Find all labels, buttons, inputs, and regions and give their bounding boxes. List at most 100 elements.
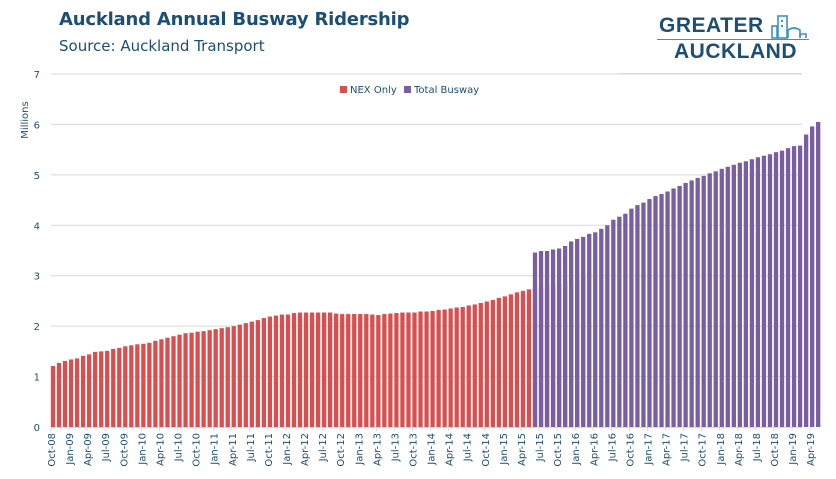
bar-nex-only	[153, 340, 158, 427]
x-tick-label: Jul-18	[752, 433, 763, 462]
bar-nex-only	[141, 343, 146, 427]
x-tick-label: Jan-09	[65, 433, 76, 466]
x-tick-label: Jul-16	[607, 433, 618, 462]
x-tick-label: Oct-12	[336, 433, 347, 467]
bar-total-busway	[755, 157, 761, 427]
logo-line2: AUCKLAND	[674, 40, 797, 63]
bar-nex-only	[237, 324, 242, 427]
bar-total-busway	[725, 166, 730, 427]
x-tick-label: Apr-13	[372, 433, 383, 466]
bar-nex-only	[466, 305, 471, 427]
bar-nex-only	[303, 312, 309, 427]
bar-total-busway	[569, 241, 574, 427]
bar-nex-only	[285, 314, 291, 427]
legend-label-nex-only: NEX Only	[350, 85, 397, 96]
bar-total-busway	[743, 161, 749, 427]
bar-total-busway	[575, 238, 580, 427]
x-tick-label: Oct-14	[481, 433, 492, 467]
x-tick-label: Jul-15	[535, 433, 546, 462]
bar-total-busway	[581, 236, 586, 427]
bar-total-busway	[810, 126, 815, 428]
bar-nex-only	[273, 315, 279, 427]
y-axis-label: Millions	[20, 101, 31, 138]
x-tick-label: Jan-10	[137, 433, 148, 466]
bar-nex-only	[297, 312, 303, 427]
bar-nex-only	[255, 320, 260, 427]
bar-total-busway	[797, 145, 803, 427]
x-tick-label: Oct-08	[47, 433, 58, 467]
bar-nex-only	[508, 294, 514, 427]
bar-total-busway	[683, 182, 688, 427]
x-tick-label: Apr-17	[662, 433, 673, 466]
bar-nex-only	[448, 308, 453, 427]
bar-nex-only	[454, 307, 459, 427]
bar-total-busway	[677, 185, 682, 427]
series-total-busway	[532, 121, 821, 428]
bar-nex-only	[99, 351, 104, 427]
bar-total-busway	[562, 245, 568, 427]
x-tick-label: Apr-19	[806, 433, 817, 466]
bar-nex-only	[436, 310, 441, 427]
bar-nex-only	[406, 312, 411, 427]
x-tick-label: Jul-13	[390, 433, 401, 462]
bar-total-busway	[532, 252, 538, 427]
bar-nex-only	[171, 336, 176, 427]
city-skyline-icon	[771, 15, 807, 39]
x-tick-label: Jan-12	[282, 433, 293, 466]
bar-total-busway	[695, 177, 700, 427]
bar-total-busway	[767, 154, 773, 427]
greater-auckland-logo: GREATER AUCKLAND	[657, 14, 817, 66]
bar-nex-only	[243, 323, 248, 427]
bar-nex-only	[430, 311, 435, 427]
x-tick-label: Apr-18	[734, 433, 745, 466]
bar-nex-only	[376, 315, 381, 427]
y-tick-label: 0	[34, 423, 40, 434]
bar-total-busway	[791, 146, 797, 427]
x-tick-label: Apr-09	[83, 433, 94, 466]
bar-total-busway	[617, 216, 622, 427]
bar-total-busway	[647, 199, 652, 427]
bar-nex-only	[340, 314, 345, 427]
bar-nex-only	[129, 345, 134, 427]
bar-total-busway	[635, 205, 640, 427]
bar-nex-only	[442, 309, 447, 427]
bar-total-busway	[629, 208, 634, 427]
bar-total-busway	[593, 232, 598, 427]
x-tick-label: Oct-13	[409, 433, 420, 467]
bar-total-busway	[653, 196, 658, 427]
bar-total-busway	[671, 188, 676, 427]
x-tick-label: Jul-11	[246, 433, 257, 462]
x-tick-label: Apr-10	[155, 433, 166, 466]
bar-nex-only	[231, 326, 236, 427]
bar-total-busway	[779, 150, 785, 427]
y-axis-ticks: 0 1 2 3 4 5 6 7	[34, 70, 40, 434]
x-tick-label: Jul-17	[680, 433, 691, 462]
x-tick-label: Jan-19	[788, 433, 799, 466]
chart-subtitle: Source: Auckland Transport	[59, 37, 265, 55]
bar-nex-only	[117, 347, 122, 427]
bar-nex-only	[328, 312, 333, 427]
y-tick-label: 4	[34, 221, 40, 232]
bar-nex-only	[520, 290, 526, 427]
bar-nex-only	[135, 344, 140, 427]
x-tick-label: Apr-14	[445, 433, 456, 466]
bar-total-busway	[701, 175, 706, 427]
x-tick-label: Jul-12	[318, 433, 329, 462]
bar-nex-only	[279, 314, 285, 427]
x-tick-label: Jul-09	[101, 433, 112, 462]
bar-nex-only	[165, 337, 170, 427]
y-tick-label: 1	[34, 373, 40, 384]
bar-nex-only	[424, 311, 429, 427]
bar-nex-only	[526, 289, 532, 427]
bar-nex-only	[394, 313, 399, 427]
bar-total-busway	[719, 168, 724, 427]
x-tick-label: Oct-09	[119, 433, 130, 467]
logo-line1: GREATER	[659, 14, 764, 37]
bar-nex-only	[315, 312, 321, 427]
bar-nex-only	[62, 360, 68, 427]
bar-total-busway	[641, 202, 646, 427]
bar-nex-only	[358, 314, 363, 427]
x-tick-label: Oct-17	[698, 433, 709, 467]
x-axis: Oct-08 Jan-09 Apr-09 Jul-09 Oct-09 Jan-10 Apr-…	[47, 427, 817, 467]
